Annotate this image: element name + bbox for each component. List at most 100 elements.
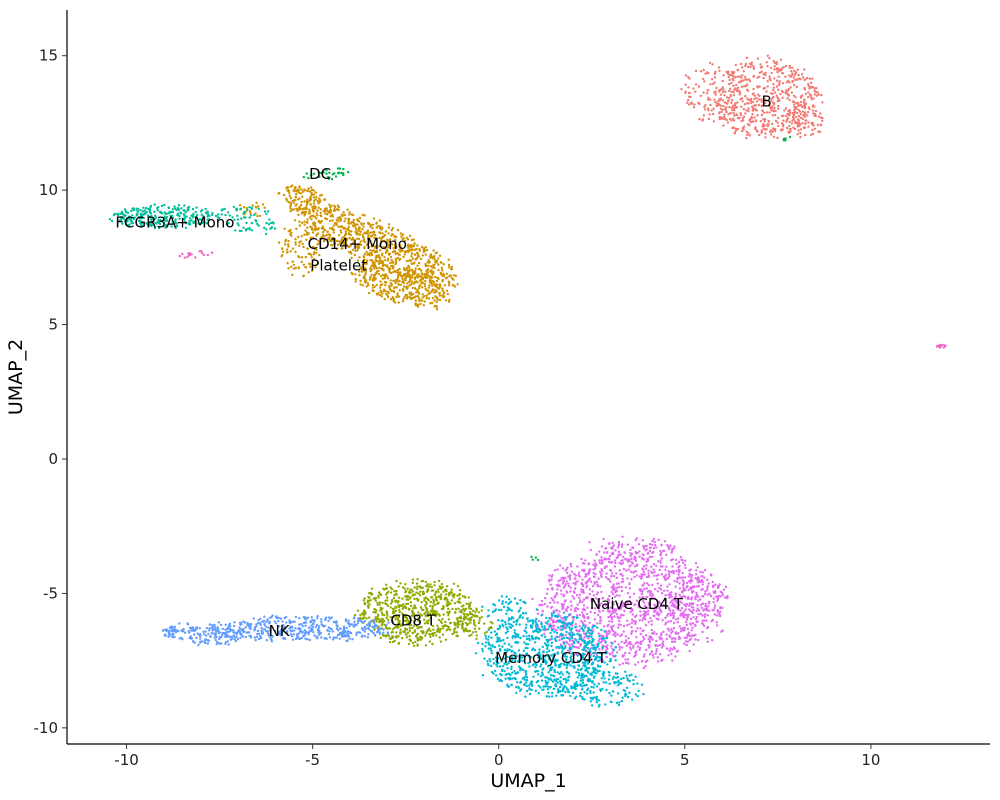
data-point (739, 62, 743, 66)
data-point (719, 610, 722, 614)
data-point (224, 623, 227, 626)
data-point (747, 98, 751, 102)
data-point (781, 122, 784, 126)
data-point (430, 585, 433, 589)
data-point (642, 655, 646, 658)
data-point (575, 671, 578, 674)
data-point (561, 687, 565, 691)
data-point (792, 100, 795, 103)
data-point (610, 618, 614, 621)
data-point (506, 636, 509, 640)
data-point (607, 632, 611, 635)
data-point (389, 602, 393, 605)
data-point (352, 218, 355, 222)
data-point (575, 614, 579, 617)
data-point (703, 569, 707, 572)
data-point (507, 619, 510, 622)
data-point (514, 636, 517, 639)
data-point (375, 620, 378, 623)
data-point (583, 562, 586, 565)
data-point (493, 630, 496, 633)
data-point (551, 691, 554, 695)
data-point (528, 687, 531, 690)
data-point (514, 659, 517, 662)
data-point (425, 590, 429, 593)
data-point (233, 636, 237, 639)
data-point (612, 675, 615, 679)
data-point (524, 653, 528, 656)
data-point (582, 664, 585, 667)
data-point (457, 607, 460, 610)
data-point (808, 77, 811, 81)
data-point (583, 641, 586, 645)
data-point (595, 553, 598, 557)
data-point (799, 100, 803, 104)
data-point (453, 631, 456, 634)
data-point (518, 660, 521, 663)
data-point (697, 599, 700, 602)
data-point (648, 635, 651, 638)
data-point (592, 644, 596, 647)
data-point (814, 109, 818, 113)
data-point (704, 602, 707, 606)
data-point (792, 76, 796, 79)
data-point (411, 631, 414, 635)
data-point (528, 634, 531, 637)
data-point (807, 91, 810, 94)
data-point (732, 111, 735, 115)
data-point (704, 592, 707, 596)
data-point (612, 666, 615, 669)
data-point (671, 611, 675, 614)
data-point (571, 633, 574, 636)
data-point (327, 626, 331, 629)
data-point (702, 595, 705, 598)
data-point (669, 612, 672, 615)
data-point (729, 87, 732, 91)
data-point (732, 91, 735, 94)
data-point (378, 601, 382, 604)
data-point (408, 597, 412, 600)
data-point (424, 253, 427, 256)
data-point (335, 221, 338, 225)
data-point (496, 627, 499, 631)
data-point (501, 623, 504, 626)
data-point (454, 611, 457, 614)
data-point (649, 594, 652, 597)
data-point (413, 586, 416, 589)
data-point (756, 85, 759, 88)
data-point (610, 645, 613, 648)
data-point (528, 665, 531, 668)
data-point (367, 616, 371, 619)
data-point (672, 609, 675, 612)
data-point (239, 623, 242, 626)
data-point (572, 665, 575, 668)
data-point (453, 602, 457, 605)
data-point (600, 568, 603, 571)
data-point (690, 629, 693, 632)
data-point (327, 633, 330, 636)
data-point (641, 619, 644, 622)
data-point (358, 216, 362, 220)
data-point (583, 632, 586, 635)
data-point (603, 677, 606, 680)
data-point (656, 590, 659, 593)
data-point (590, 704, 594, 707)
data-point (719, 97, 723, 100)
data-point (562, 603, 565, 606)
data-point (679, 556, 683, 559)
data-point (722, 117, 726, 120)
data-point (361, 617, 364, 620)
data-point (742, 119, 745, 122)
data-point (584, 646, 587, 649)
data-point (594, 567, 597, 570)
data-point (768, 56, 771, 60)
data-point (733, 114, 736, 117)
data-point (456, 600, 459, 603)
data-point (643, 653, 646, 656)
data-point (598, 622, 602, 625)
data-point (654, 644, 657, 647)
data-point (797, 104, 800, 107)
data-point (524, 626, 528, 629)
data-point (611, 690, 615, 693)
data-point (531, 597, 534, 601)
